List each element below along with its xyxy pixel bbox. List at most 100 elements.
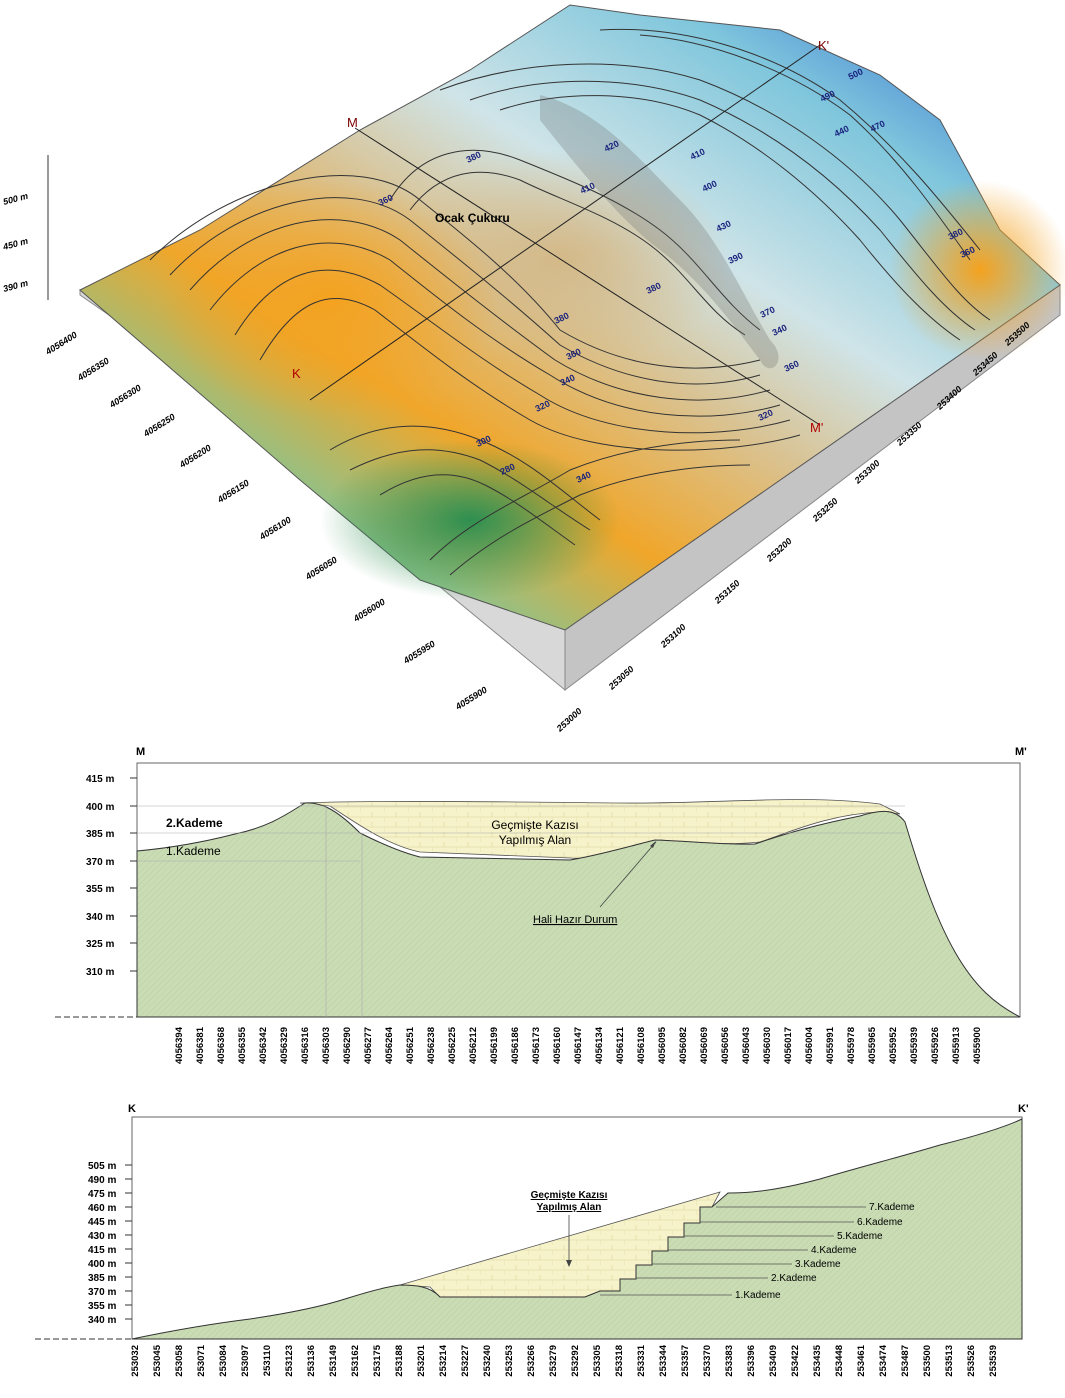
kk-y-tick: 445 m [88,1217,116,1228]
kk-x-tick: 253123 [284,1345,295,1377]
mm-x-tick: 4056394 [174,1026,185,1064]
kk-y-tick: 460 m [88,1203,116,1214]
kk-y-tick: 490 m [88,1175,116,1186]
y-axis-label: 4055900 [453,685,489,713]
kk-y-tick: 505 m [88,1161,116,1172]
mm-x-tick: 4056329 [279,1027,290,1064]
kk-x-tick: 253162 [350,1345,361,1377]
mm-x-tick: 4055926 [930,1027,941,1064]
kk-y-tick: 430 m [88,1231,116,1242]
kk-x-tick: 253045 [152,1344,163,1376]
marker-k-prime: K' [818,38,829,53]
mm-x-tick: 4056043 [741,1027,752,1064]
kk-x-tick: 253201 [416,1344,427,1376]
kk-x-axis: 253032 253045 253058 253071 253084 25309… [130,1344,999,1376]
kk-x-tick: 253084 [218,1344,229,1376]
y-axis-label: 4056150 [215,478,251,506]
kk-x-tick: 253240 [482,1345,493,1377]
kk-x-tick: 253058 [174,1345,185,1377]
kk-bench-label: 2.Kademe [771,1273,817,1284]
y-axis-label: 4056000 [351,597,387,625]
orange-hill-shading [160,180,500,420]
mm-x-tick: 4056160 [552,1027,563,1064]
kk-x-tick: 253513 [944,1345,955,1377]
kk-x-tick: 253422 [790,1345,801,1377]
kk-y-tick: 385 m [88,1273,116,1284]
mm-y-tick: 355 m [86,884,114,895]
kk-x-tick: 253305 [592,1344,603,1376]
mm-x-tick: 4056017 [783,1027,794,1064]
mm-x-tick: 4055991 [825,1026,836,1064]
pit-rim [540,95,779,369]
kk-x-tick: 253227 [460,1345,471,1377]
kk-x-tick: 253487 [900,1345,911,1377]
section-line-kk [309,44,821,401]
mm-x-tick: 4056277 [363,1027,374,1064]
mm-y-tick: 415 m [86,774,114,785]
mm-x-tick: 4056056 [720,1027,731,1064]
mm-x-tick: 4056251 [405,1026,416,1064]
kk-arrow-head [566,1260,572,1267]
mm-bench-1-label: 1.Kademe [166,844,221,858]
mm-x-tick: 4056368 [216,1027,227,1064]
kk-x-tick: 253110 [262,1345,273,1376]
kk-x-tick: 253188 [394,1345,405,1377]
mm-x-tick: 4056264 [384,1026,395,1064]
y-axis-label: 4056100 [257,515,293,543]
x-axis-label: 253050 [606,664,636,692]
mm-x-tick: 4056303 [321,1027,332,1064]
kk-x-tick: 253253 [504,1345,515,1377]
mm-x-tick: 4056316 [300,1027,311,1064]
kk-excavated-label-1: Geçmişte Kazısı [531,1190,608,1201]
kk-excavated-label-2: Yapılmış Alan [537,1202,602,1213]
contour-lines [149,28,991,576]
y-axis-label: 4056350 [75,356,111,384]
pit-label: Ocak Çukuru [435,211,510,225]
mm-x-tick: 4056290 [342,1027,353,1064]
mm-end-label: M' [1015,746,1027,758]
kk-x-tick: 253136 [306,1345,317,1377]
section-kk-svg: K K' 505 m 490 m 475 m 460 m 445 m 430 m… [35,1103,1029,1377]
kk-x-tick: 253214 [438,1344,449,1376]
kk-x-tick: 253448 [834,1345,845,1377]
mm-x-tick: 4056212 [468,1027,479,1064]
terrain-block-diagram: M M' K K' Ocak Çukuru 300 280 340 320 34… [1,4,1065,734]
kk-bench-label: 6.Kademe [857,1217,903,1228]
kk-bench-label: 3.Kademe [795,1259,841,1270]
mm-start-label: M [136,746,145,758]
marker-m-prime: M' [810,420,823,435]
kk-x-tick: 253409 [768,1345,779,1377]
mm-x-tick: 4056186 [510,1027,521,1064]
kk-bench-label: 1.Kademe [735,1290,781,1301]
y-axis-label: 4056050 [303,555,339,583]
section-mm-svg: M M' 415 m 400 m 385 m 370 m 355 m 340 m… [55,746,1027,1064]
mm-y-tick: 400 m [86,802,114,813]
mm-x-tick: 4055913 [951,1027,962,1064]
kk-x-tick: 253357 [680,1345,691,1377]
kk-bench-label: 7.Kademe [869,1202,915,1213]
z-axis-label: 500 m [2,191,29,207]
z-axis-label: 390 m [2,278,29,294]
mm-x-tick: 4056342 [258,1027,269,1064]
mm-x-tick: 4055939 [909,1027,920,1064]
mm-excavated-label-1: Geçmişte Kazısı [491,818,578,832]
kk-x-tick: 253370 [702,1345,713,1377]
mm-y-tick: 325 m [86,939,114,950]
mm-y-tick: 340 m [86,912,114,923]
mm-x-tick: 4056121 [615,1026,626,1064]
kk-x-tick: 253279 [548,1345,559,1377]
mm-x-tick: 4056004 [804,1026,815,1064]
mm-y-axis: 415 m 400 m 385 m 370 m 355 m 340 m 325 … [55,774,137,1018]
mm-ground-profile [136,802,1021,1018]
mm-x-tick: 4056082 [678,1027,689,1064]
east-hill-shading [890,180,1065,360]
kk-x-tick: 253396 [746,1345,757,1377]
kk-x-tick: 253175 [372,1344,383,1376]
kk-bench-label: 4.Kademe [811,1245,857,1256]
mm-current-label: Hali Hazır Durum [533,914,617,926]
y-axis-label: 4055950 [401,639,437,667]
mm-x-tick: 4056173 [531,1027,542,1064]
kk-y-tick: 415 m [88,1245,116,1256]
mm-x-tick: 4056238 [426,1027,437,1064]
cross-section-kk: K K' 505 m 490 m 475 m 460 m 445 m 430 m… [0,1095,1065,1393]
